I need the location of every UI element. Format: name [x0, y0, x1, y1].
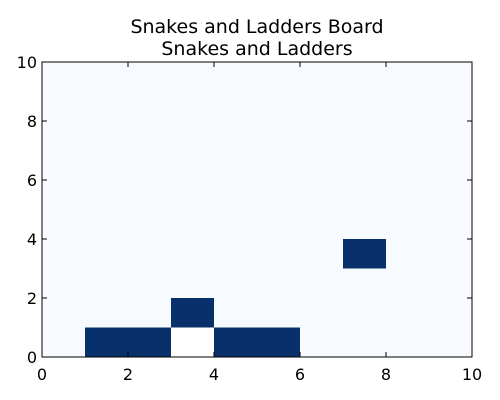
x-tick-label: 6: [295, 365, 305, 384]
y-tick-label: 4: [27, 230, 37, 249]
chart-title: Snakes and Ladders Board: [130, 16, 383, 38]
y-tick-label: 0: [27, 348, 37, 367]
plot-frame: [41, 61, 473, 358]
x-tick-label: 8: [381, 365, 391, 384]
x-tick-label: 2: [123, 365, 133, 384]
y-tick-label: 6: [27, 171, 37, 190]
chart-subtitle: Snakes and Ladders: [161, 38, 352, 60]
x-tick-label: 0: [37, 365, 47, 384]
heatmap-cell-filled: [171, 298, 214, 328]
axes: 0 2 4 6 8 10 0 2 4 6 8 10: [17, 53, 483, 384]
y-tick-label: 10: [17, 53, 37, 72]
plot-background: [42, 62, 472, 357]
x-tick-label: 10: [462, 365, 482, 384]
x-tick-label: 4: [209, 365, 219, 384]
heatmap-cell-filled: [343, 239, 386, 269]
heatmap-cell-filled: [214, 327, 300, 357]
y-tick-label: 8: [27, 112, 37, 131]
y-tick-label: 2: [27, 289, 37, 308]
plot-area: [42, 62, 472, 357]
heatmap-cell-empty: [171, 327, 214, 357]
